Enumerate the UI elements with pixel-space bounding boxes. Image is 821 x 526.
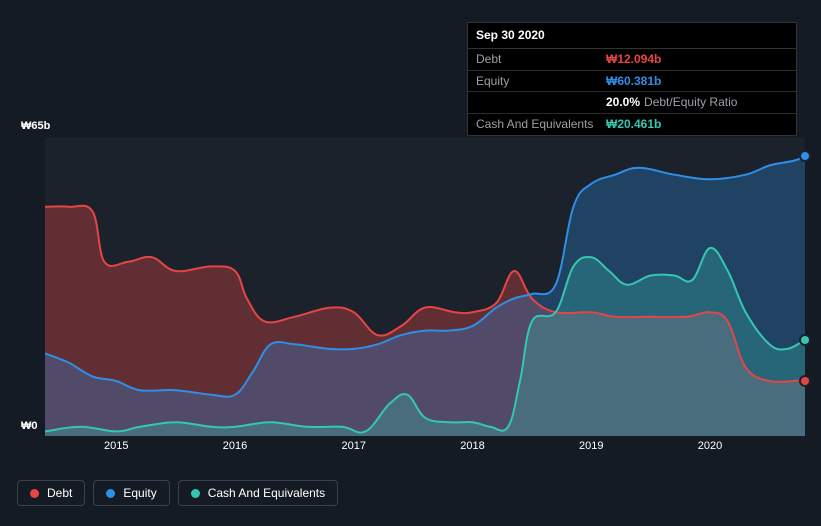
debt-swatch-icon (30, 489, 39, 498)
plot-region[interactable] (45, 138, 805, 436)
x-tick: 2017 (342, 440, 366, 452)
tooltip-row: Debt₩12.094b (468, 49, 796, 71)
tooltip-row-label (476, 94, 606, 111)
tooltip-panel: Sep 30 2020 Debt₩12.094bEquity₩60.381b20… (467, 22, 797, 136)
legend-item-debt[interactable]: Debt (17, 480, 85, 506)
tooltip-row-label: Equity (476, 73, 606, 90)
tooltip-row: Equity₩60.381b (468, 71, 796, 93)
x-tick: 2020 (698, 440, 722, 452)
legend-item-cash[interactable]: Cash And Equivalents (178, 480, 338, 506)
legend: Debt Equity Cash And Equivalents (17, 480, 338, 506)
x-tick: 2016 (223, 440, 247, 452)
cash-swatch-icon (191, 489, 200, 498)
tooltip-row-value: ₩12.094b (606, 51, 661, 68)
x-axis: 2015 2016 2017 2018 2019 2020 (45, 438, 805, 458)
y-axis-max-label: ₩65b (21, 120, 50, 132)
tooltip-row-value: ₩60.381b (606, 73, 661, 90)
y-axis-min-label: ₩0 (21, 420, 38, 432)
tooltip-date: Sep 30 2020 (468, 23, 796, 49)
x-tick: 2019 (579, 440, 603, 452)
tooltip-row: 20.0%Debt/Equity Ratio (468, 92, 796, 114)
equity-swatch-icon (106, 489, 115, 498)
legend-label: Cash And Equivalents (208, 486, 325, 500)
legend-item-equity[interactable]: Equity (93, 480, 169, 506)
series-end-marker-debt (801, 377, 809, 385)
tooltip-row-label: Debt (476, 51, 606, 68)
tooltip-row-value: 20.0%Debt/Equity Ratio (606, 94, 737, 111)
x-tick: 2018 (460, 440, 484, 452)
chart-area: ₩65b ₩0 2015 2016 2017 2018 2019 2020 (17, 120, 809, 470)
series-end-marker-equity (801, 152, 809, 160)
chart-svg (45, 138, 805, 436)
legend-label: Debt (47, 486, 72, 500)
series-end-marker-cash (801, 336, 809, 344)
legend-label: Equity (123, 486, 156, 500)
x-tick: 2015 (104, 440, 128, 452)
